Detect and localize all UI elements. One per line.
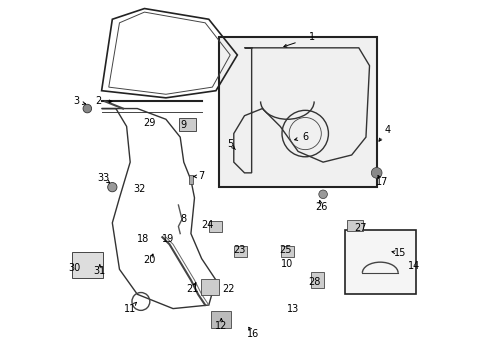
Text: 17: 17 — [375, 177, 387, 187]
Text: 11: 11 — [124, 303, 136, 314]
Text: 32: 32 — [133, 184, 145, 194]
Text: 24: 24 — [201, 220, 213, 230]
Text: 22: 22 — [222, 284, 234, 294]
FancyBboxPatch shape — [344, 230, 415, 294]
Text: 8: 8 — [181, 214, 186, 224]
Text: 10: 10 — [281, 259, 293, 269]
Text: 3: 3 — [73, 96, 80, 107]
Text: 2: 2 — [95, 96, 101, 107]
Text: 30: 30 — [68, 262, 81, 273]
Text: 7: 7 — [198, 171, 204, 181]
Text: 18: 18 — [136, 234, 148, 244]
Text: 12: 12 — [215, 321, 227, 332]
Text: 27: 27 — [354, 223, 366, 233]
Text: 19: 19 — [161, 234, 173, 244]
Circle shape — [83, 104, 91, 113]
FancyBboxPatch shape — [211, 311, 231, 328]
Circle shape — [370, 167, 381, 178]
FancyBboxPatch shape — [179, 118, 195, 131]
Text: 13: 13 — [286, 303, 298, 314]
FancyBboxPatch shape — [234, 246, 247, 257]
FancyBboxPatch shape — [71, 252, 103, 278]
Text: 21: 21 — [186, 284, 199, 294]
FancyBboxPatch shape — [311, 272, 324, 288]
Text: 9: 9 — [181, 120, 186, 130]
FancyBboxPatch shape — [219, 37, 376, 187]
FancyBboxPatch shape — [209, 221, 222, 232]
Text: 16: 16 — [247, 329, 259, 339]
Text: 28: 28 — [307, 277, 320, 287]
Text: 14: 14 — [407, 261, 420, 271]
Text: 20: 20 — [143, 255, 156, 265]
Bar — [189, 175, 193, 184]
Circle shape — [107, 183, 117, 192]
FancyBboxPatch shape — [200, 279, 218, 296]
Text: 15: 15 — [393, 248, 405, 258]
Text: 25: 25 — [279, 245, 291, 255]
Text: 1: 1 — [309, 32, 315, 42]
Circle shape — [318, 190, 326, 199]
Text: 5: 5 — [226, 139, 233, 149]
Text: 6: 6 — [302, 132, 307, 142]
Text: 33: 33 — [97, 173, 109, 183]
FancyBboxPatch shape — [281, 246, 293, 257]
Text: 26: 26 — [314, 202, 327, 212]
Text: 4: 4 — [384, 125, 389, 135]
Text: 31: 31 — [94, 266, 106, 276]
Text: 23: 23 — [232, 245, 245, 255]
Text: 29: 29 — [143, 118, 156, 128]
FancyBboxPatch shape — [346, 220, 363, 231]
